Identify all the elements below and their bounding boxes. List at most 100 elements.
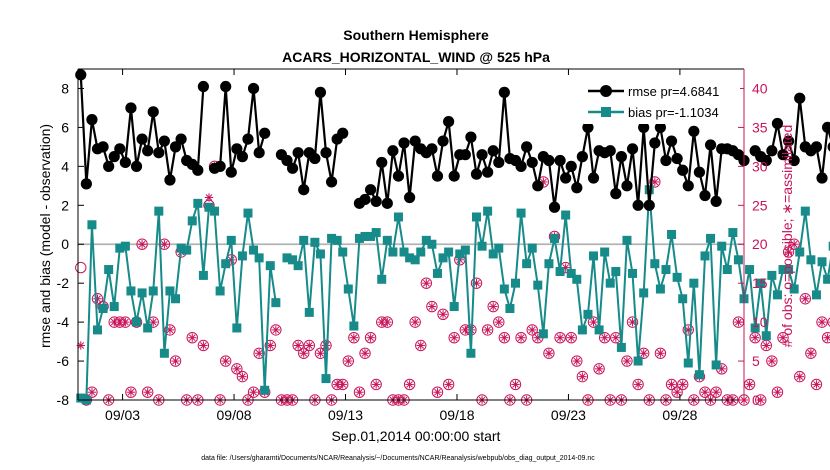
bias-point bbox=[466, 348, 476, 358]
rmse-point bbox=[704, 139, 717, 151]
possible-obs-point bbox=[359, 347, 371, 359]
assimilated-obs-point bbox=[238, 372, 247, 381]
legend-bias-marker bbox=[601, 107, 611, 117]
bias-point bbox=[806, 255, 816, 265]
possible-obs-point bbox=[777, 331, 789, 344]
assimilated-obs-point bbox=[700, 388, 710, 397]
bias-point bbox=[120, 241, 130, 251]
assimilated-obs-point bbox=[87, 388, 97, 397]
possible-obs-point bbox=[665, 378, 678, 391]
rmse-point bbox=[325, 176, 338, 188]
bias-point bbox=[722, 265, 732, 275]
rmse-point bbox=[119, 156, 131, 169]
rmse-point bbox=[682, 180, 694, 192]
rmse-point bbox=[225, 166, 237, 178]
x-tick-labels: 09/03 09/08 09/13 09/18 09/23 09/28 bbox=[105, 407, 698, 423]
assimilated-obs-point bbox=[137, 240, 147, 249]
bias-series-layer bbox=[76, 185, 830, 405]
possible-obs-point bbox=[526, 324, 538, 336]
assimilated-obs-point bbox=[639, 349, 648, 358]
x-tick-label: 09/28 bbox=[662, 407, 697, 423]
right-y-axis-label: # of obs: o=possible; ∗=assimilated bbox=[779, 125, 795, 348]
rmse-point bbox=[582, 121, 594, 134]
bias-point bbox=[639, 288, 649, 298]
rmse-point bbox=[482, 166, 494, 178]
possible-obs-point bbox=[509, 378, 522, 391]
assimilated-obs-point bbox=[678, 380, 687, 389]
possible-obs-point bbox=[554, 331, 566, 344]
assimilated-obs-point bbox=[539, 177, 548, 187]
rmse-point bbox=[470, 168, 483, 180]
assimilated-obs-point bbox=[410, 317, 420, 327]
bias-point bbox=[761, 331, 771, 341]
possible-obs-point bbox=[370, 378, 382, 391]
possible-obs-point bbox=[448, 331, 460, 344]
rmse-point bbox=[259, 127, 271, 139]
chart-title: Southern Hemisphere bbox=[343, 27, 489, 43]
rmse-point bbox=[314, 86, 327, 98]
bias-point bbox=[87, 220, 97, 230]
bias-point bbox=[288, 255, 298, 265]
bias-point bbox=[310, 237, 320, 247]
bias-point bbox=[811, 290, 821, 300]
possible-obs-point bbox=[487, 300, 499, 313]
possible-obs-point bbox=[794, 370, 806, 383]
assimilated-obs-point bbox=[115, 317, 124, 327]
possible-obs-point bbox=[710, 386, 722, 398]
possible-obs-point bbox=[186, 331, 198, 344]
possible-obs-point bbox=[125, 386, 137, 398]
bias-point bbox=[717, 241, 727, 251]
bias-point bbox=[444, 247, 454, 257]
possible-obs-point bbox=[571, 355, 583, 367]
assimilated-obs-point bbox=[500, 333, 509, 342]
bias-point bbox=[366, 231, 376, 241]
rmse-point bbox=[192, 164, 204, 176]
assimilated-obs-point bbox=[427, 302, 437, 311]
assimilated-obs-point bbox=[349, 333, 359, 342]
bias-point bbox=[678, 294, 688, 304]
bias-point bbox=[778, 265, 788, 275]
assimilated-obs-point bbox=[600, 333, 609, 342]
rmse-point bbox=[197, 80, 209, 93]
rmse-point bbox=[231, 143, 243, 155]
bias-point bbox=[410, 255, 420, 265]
rmse-point bbox=[498, 86, 510, 98]
bias-point bbox=[93, 325, 103, 335]
rmse-point bbox=[381, 197, 393, 209]
rmse-point bbox=[158, 135, 170, 147]
right-y-tick-label: 25 bbox=[752, 197, 768, 213]
bias-point bbox=[510, 278, 520, 288]
assimilated-obs-point bbox=[817, 317, 827, 327]
assimilated-obs-point bbox=[633, 380, 643, 389]
y-tick-label: -8 bbox=[57, 392, 70, 408]
bias-point bbox=[784, 265, 794, 275]
bias-point bbox=[260, 385, 270, 395]
bias-point bbox=[243, 208, 253, 218]
rmse-point bbox=[532, 180, 544, 192]
rmse-point bbox=[665, 135, 678, 147]
bias-point bbox=[550, 233, 560, 243]
y-axis-label: rmse and bias (model - observation) bbox=[37, 124, 53, 348]
possible-obs-point bbox=[821, 331, 830, 344]
bias-point bbox=[477, 241, 487, 251]
bias-point bbox=[299, 235, 309, 245]
possible-obs-point bbox=[654, 347, 667, 359]
assimilated-obs-point bbox=[377, 317, 386, 327]
rmse-point bbox=[80, 178, 92, 190]
rmse-point bbox=[376, 156, 388, 169]
assimilated-obs-point bbox=[221, 356, 230, 366]
rmse-point bbox=[443, 115, 455, 128]
rmse-point bbox=[136, 133, 148, 145]
bias-point bbox=[600, 247, 610, 257]
assimilated-obs-point bbox=[767, 356, 777, 366]
bias-point bbox=[154, 206, 164, 216]
assimilated-obs-point bbox=[338, 380, 347, 389]
y-tick-label: 6 bbox=[61, 119, 69, 135]
rmse-point bbox=[153, 147, 165, 159]
rmse-point bbox=[286, 162, 299, 174]
bias-point bbox=[338, 247, 348, 257]
assimilated-obs-point bbox=[199, 341, 208, 350]
assimilated-obs-point bbox=[622, 356, 632, 366]
bias-point bbox=[198, 270, 208, 280]
bias-point bbox=[711, 360, 721, 370]
